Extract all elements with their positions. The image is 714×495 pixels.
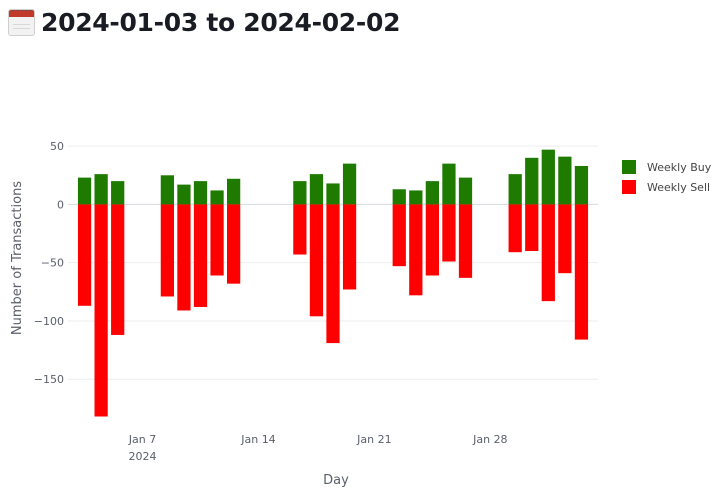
sell-bar [508,204,522,253]
x-tick-label: Jan 28 [472,433,507,446]
sell-bar [94,204,108,417]
x-axis-title: Day [323,473,349,488]
sell-bar [160,204,174,297]
buy-bar [193,181,208,205]
buy-bar [409,190,423,205]
buy-bar [558,156,572,205]
x-axis: Jan 7 2024 Jan 14 Jan 21 Jan 28 [128,433,508,463]
buy-bar [177,184,191,205]
sell-bar [541,204,555,302]
legend: Weekly Buy Weekly Sell [622,160,712,194]
buy-bar [425,181,439,205]
buy-bar [392,189,406,205]
buy-bar [227,178,241,205]
sell-bar [309,204,324,317]
buy-bar [77,177,92,205]
calendar-icon [8,8,35,36]
buy-bar [326,183,340,205]
buy-bar [458,177,473,205]
y-axis: 50 0 −50 −100 −150 [34,140,64,386]
bars [77,149,589,417]
y-tick-label: −100 [34,315,64,328]
sell-bar [392,204,406,267]
y-axis-title: Number of Transactions [10,181,25,335]
buy-bar [309,174,324,205]
sell-bar [326,204,340,344]
buy-bar [442,163,456,205]
buy-bar [111,181,125,205]
y-tick-label: −50 [41,257,64,270]
x-tick-label: Jan 21 [356,433,391,446]
sell-bar [227,204,241,284]
x-tick-label: Jan 7 [128,433,156,446]
sell-bar [442,204,456,262]
page-header: 2024-01-03 to 2024-02-02 [8,4,400,40]
buy-bar [574,165,589,205]
sell-bar [77,204,92,306]
sell-bar [458,204,473,278]
sell-bar [210,204,224,276]
buy-bar [541,149,555,205]
sell-bar [425,204,439,276]
x-tick-year-label: 2024 [129,450,157,463]
buy-bar [508,174,522,205]
legend-label: Weekly Buy [647,161,712,174]
buy-bar [160,175,174,205]
sell-bar [293,204,307,255]
buy-bar [94,174,108,205]
sell-bar [342,204,357,290]
legend-label: Weekly Sell [647,181,710,194]
buy-bar [342,163,357,205]
x-tick-label: Jan 14 [240,433,275,446]
sell-bar [409,204,423,296]
buy-bar [293,181,307,205]
page-title: 2024-01-03 to 2024-02-02 [41,7,401,37]
legend-swatch [622,160,636,174]
buy-bar [525,157,539,205]
y-tick-label: −150 [34,373,64,386]
y-tick-label: 0 [57,198,64,211]
sell-bar [574,204,589,340]
buy-bar [210,190,224,205]
sell-bar [111,204,125,335]
sell-bar [525,204,539,252]
sell-bar [558,204,572,274]
legend-swatch [622,180,636,194]
sell-bar [177,204,191,311]
y-tick-label: 50 [50,140,64,153]
sell-bar [193,204,208,307]
